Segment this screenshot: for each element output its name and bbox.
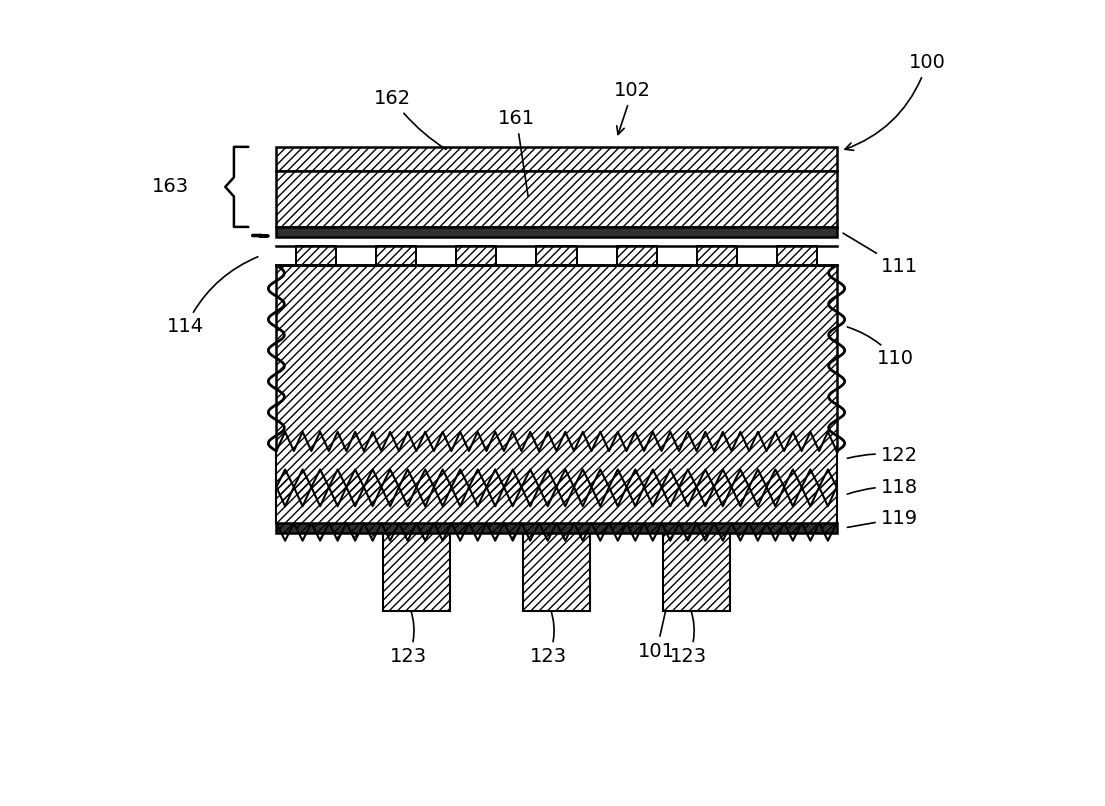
Bar [276,523,836,533]
Polygon shape [276,432,836,506]
Bar [523,533,590,611]
Bar [296,246,336,265]
Bar [663,533,730,611]
Text: 118: 118 [848,477,918,496]
Bar [276,265,836,451]
Bar [696,246,737,265]
Text: 100: 100 [845,53,946,150]
Bar [382,533,450,611]
Text: 111: 111 [843,233,918,276]
Bar [777,246,817,265]
Bar [276,171,836,227]
Bar [663,533,730,611]
Bar [456,246,496,265]
Bar [617,246,656,265]
Polygon shape [276,469,836,541]
Text: 122: 122 [848,446,918,464]
Text: 110: 110 [848,327,914,368]
Text: 123: 123 [390,610,427,666]
Text: 123: 123 [670,610,707,666]
Bar [523,533,590,611]
Bar [377,246,417,265]
Bar [296,246,336,265]
Bar [537,246,577,265]
Bar [276,147,836,171]
Text: 102: 102 [614,81,651,135]
Bar [537,246,577,265]
Text: 114: 114 [167,257,257,336]
Text: 123: 123 [530,610,567,666]
Text: 119: 119 [848,509,918,528]
Bar [276,227,836,236]
Bar [377,246,417,265]
Bar [617,246,656,265]
Bar [456,246,496,265]
Bar [276,147,836,171]
Bar [777,246,817,265]
Text: 101: 101 [638,538,684,661]
Bar [382,533,450,611]
Text: 161: 161 [498,110,535,196]
Text: 163: 163 [152,177,189,197]
Text: 162: 162 [373,89,446,149]
Bar [696,246,737,265]
Bar [276,265,836,451]
Bar [276,171,836,227]
